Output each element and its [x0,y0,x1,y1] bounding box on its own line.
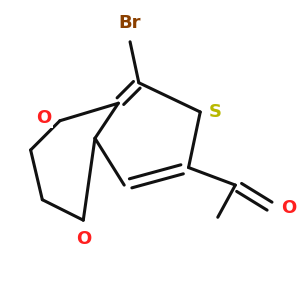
Text: Br: Br [119,14,141,32]
Text: O: O [36,109,52,127]
Text: O: O [76,230,91,248]
Text: S: S [209,103,222,121]
Text: O: O [281,200,297,217]
